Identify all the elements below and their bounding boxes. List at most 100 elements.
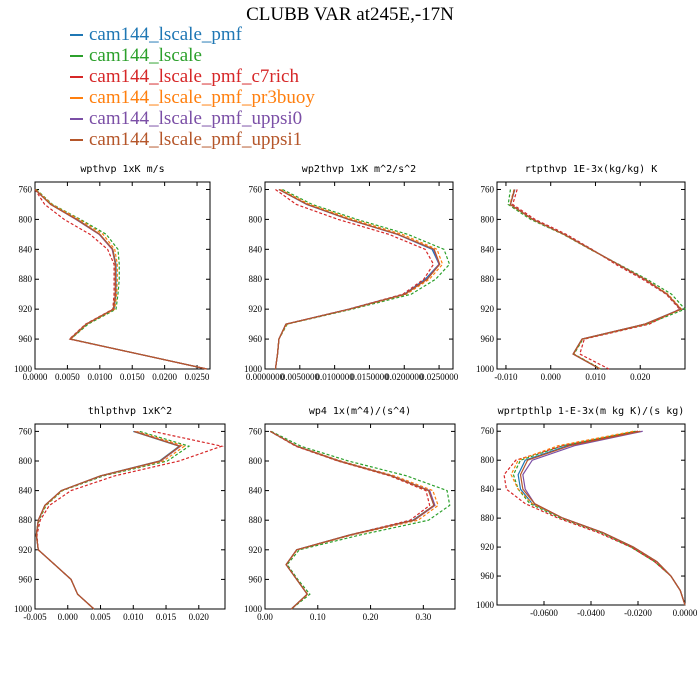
series-line bbox=[274, 188, 444, 370]
y-tick-label: 840 bbox=[19, 486, 33, 496]
series-line bbox=[35, 189, 207, 370]
x-tick-label: 0.000 bbox=[541, 372, 562, 382]
series-line bbox=[269, 430, 431, 610]
figure-title: CLUBB VAR at245E,-17N bbox=[246, 4, 454, 25]
series-line bbox=[35, 430, 181, 610]
y-tick-label: 800 bbox=[249, 456, 263, 466]
x-tick-label: 0.0250000 bbox=[420, 372, 459, 382]
series-line bbox=[35, 430, 182, 610]
series-line bbox=[35, 189, 207, 370]
x-tick-label: 0.005 bbox=[90, 612, 111, 622]
x-tick-label: 0.010 bbox=[585, 372, 606, 382]
y-tick-label: 920 bbox=[249, 545, 263, 555]
y-tick-label: 960 bbox=[249, 334, 263, 344]
x-tick-label: 0.00 bbox=[257, 612, 273, 622]
legend-item: cam144_lscale_pmf_uppsi1 bbox=[70, 129, 315, 150]
x-tick-label: -0.0600 bbox=[530, 608, 558, 618]
x-tick-label: 0.0150000 bbox=[350, 372, 389, 382]
y-tick-label: 760 bbox=[249, 184, 263, 194]
legend-label: cam144_lscale_pmf_pr3buoy bbox=[89, 86, 315, 108]
series-line bbox=[269, 430, 435, 610]
y-tick-label: 760 bbox=[19, 426, 33, 436]
plot-frame bbox=[264, 181, 454, 370]
series-line bbox=[35, 430, 186, 610]
series-line bbox=[274, 188, 441, 370]
series-line bbox=[34, 189, 207, 370]
y-tick-label: 920 bbox=[481, 304, 495, 314]
y-tick-label: 880 bbox=[249, 515, 263, 525]
y-tick-label: 920 bbox=[481, 542, 495, 552]
y-tick-label: 800 bbox=[481, 455, 495, 465]
x-tick-label: 0.0150 bbox=[120, 372, 145, 382]
series-line bbox=[522, 430, 686, 606]
y-tick-label: 840 bbox=[249, 244, 263, 254]
y-tick-label: 1000 bbox=[244, 364, 263, 374]
x-tick-label: 0.0050000 bbox=[281, 372, 320, 382]
y-tick-label: 960 bbox=[249, 574, 263, 584]
legend-item: cam144_lscale_pmf bbox=[70, 24, 315, 45]
x-tick-label: 0.020 bbox=[189, 612, 210, 622]
y-tick-label: 1000 bbox=[476, 364, 495, 374]
x-tick-label: 0.0000 bbox=[23, 372, 48, 382]
legend-item: cam144_lscale_pmf_uppsi0 bbox=[70, 108, 315, 129]
series-line bbox=[517, 430, 686, 606]
panel-title: wp2thvp 1xK m^2/s^2 bbox=[302, 164, 416, 175]
x-tick-label: 0.0000000 bbox=[246, 372, 285, 382]
y-tick-label: 920 bbox=[19, 545, 33, 555]
plot-frame bbox=[34, 181, 211, 370]
x-tick-label: 0.0200000 bbox=[385, 372, 424, 382]
legend-label: cam144_lscale_pmf bbox=[89, 23, 243, 45]
panel-title: thlpthvp 1xK^2 bbox=[88, 406, 172, 417]
x-tick-label: 0.010 bbox=[123, 612, 144, 622]
legend-item: cam144_lscale_pmf_c7rich bbox=[70, 66, 315, 87]
y-tick-label: 840 bbox=[481, 484, 495, 494]
series-line bbox=[507, 189, 687, 370]
y-tick-label: 800 bbox=[19, 214, 33, 224]
y-tick-label: 840 bbox=[481, 244, 495, 254]
panel-title: wprtpthlp 1-E-3x(m kg K)/(s kg) bbox=[498, 406, 685, 417]
legend-swatch bbox=[70, 96, 83, 99]
series-line bbox=[509, 189, 682, 370]
legend-label: cam144_lscale_pmf_uppsi1 bbox=[89, 128, 303, 150]
y-tick-label: 920 bbox=[249, 304, 263, 314]
y-tick-label: 800 bbox=[19, 456, 33, 466]
legend-swatch bbox=[70, 54, 83, 57]
series-line bbox=[509, 189, 683, 370]
series-line bbox=[503, 430, 686, 606]
y-tick-label: 760 bbox=[249, 426, 263, 436]
series-line bbox=[34, 189, 207, 370]
legend-swatch bbox=[70, 117, 83, 120]
x-tick-label: -0.005 bbox=[23, 612, 47, 622]
panel-title: wpthvp 1xK m/s bbox=[80, 164, 164, 175]
y-tick-label: 960 bbox=[19, 574, 33, 584]
x-tick-label: 0.0200 bbox=[152, 372, 177, 382]
legend-swatch bbox=[70, 33, 83, 36]
legend: cam144_lscale_pmf cam144_lscale cam144_l… bbox=[70, 24, 315, 150]
y-tick-label: 1000 bbox=[14, 604, 33, 614]
y-tick-label: 880 bbox=[249, 274, 263, 284]
plot-frame bbox=[496, 181, 686, 370]
y-tick-label: 1000 bbox=[14, 364, 33, 374]
y-tick-label: 800 bbox=[249, 214, 263, 224]
y-tick-label: 1000 bbox=[476, 600, 495, 610]
y-tick-label: 880 bbox=[481, 274, 495, 284]
x-tick-label: -0.0400 bbox=[577, 608, 605, 618]
x-tick-label: 0.000 bbox=[58, 612, 79, 622]
legend-item: cam144_lscale_pmf_pr3buoy bbox=[70, 87, 315, 108]
series-line bbox=[35, 430, 191, 610]
y-tick-label: 880 bbox=[19, 515, 33, 525]
x-tick-label: 0.0100000 bbox=[316, 372, 355, 382]
y-tick-label: 760 bbox=[19, 184, 33, 194]
plot-frame bbox=[264, 423, 456, 610]
y-tick-label: 880 bbox=[481, 513, 495, 523]
legend-label: cam144_lscale_pmf_c7rich bbox=[89, 65, 299, 87]
legend-label: cam144_lscale bbox=[89, 44, 202, 66]
y-tick-label: 840 bbox=[249, 486, 263, 496]
y-tick-label: 760 bbox=[481, 426, 495, 436]
series-line bbox=[519, 430, 686, 606]
x-tick-label: 0.0100 bbox=[87, 372, 112, 382]
x-tick-label: 0.20 bbox=[363, 612, 379, 622]
series-line bbox=[509, 189, 682, 370]
x-tick-label: 0.0000 bbox=[673, 608, 698, 618]
